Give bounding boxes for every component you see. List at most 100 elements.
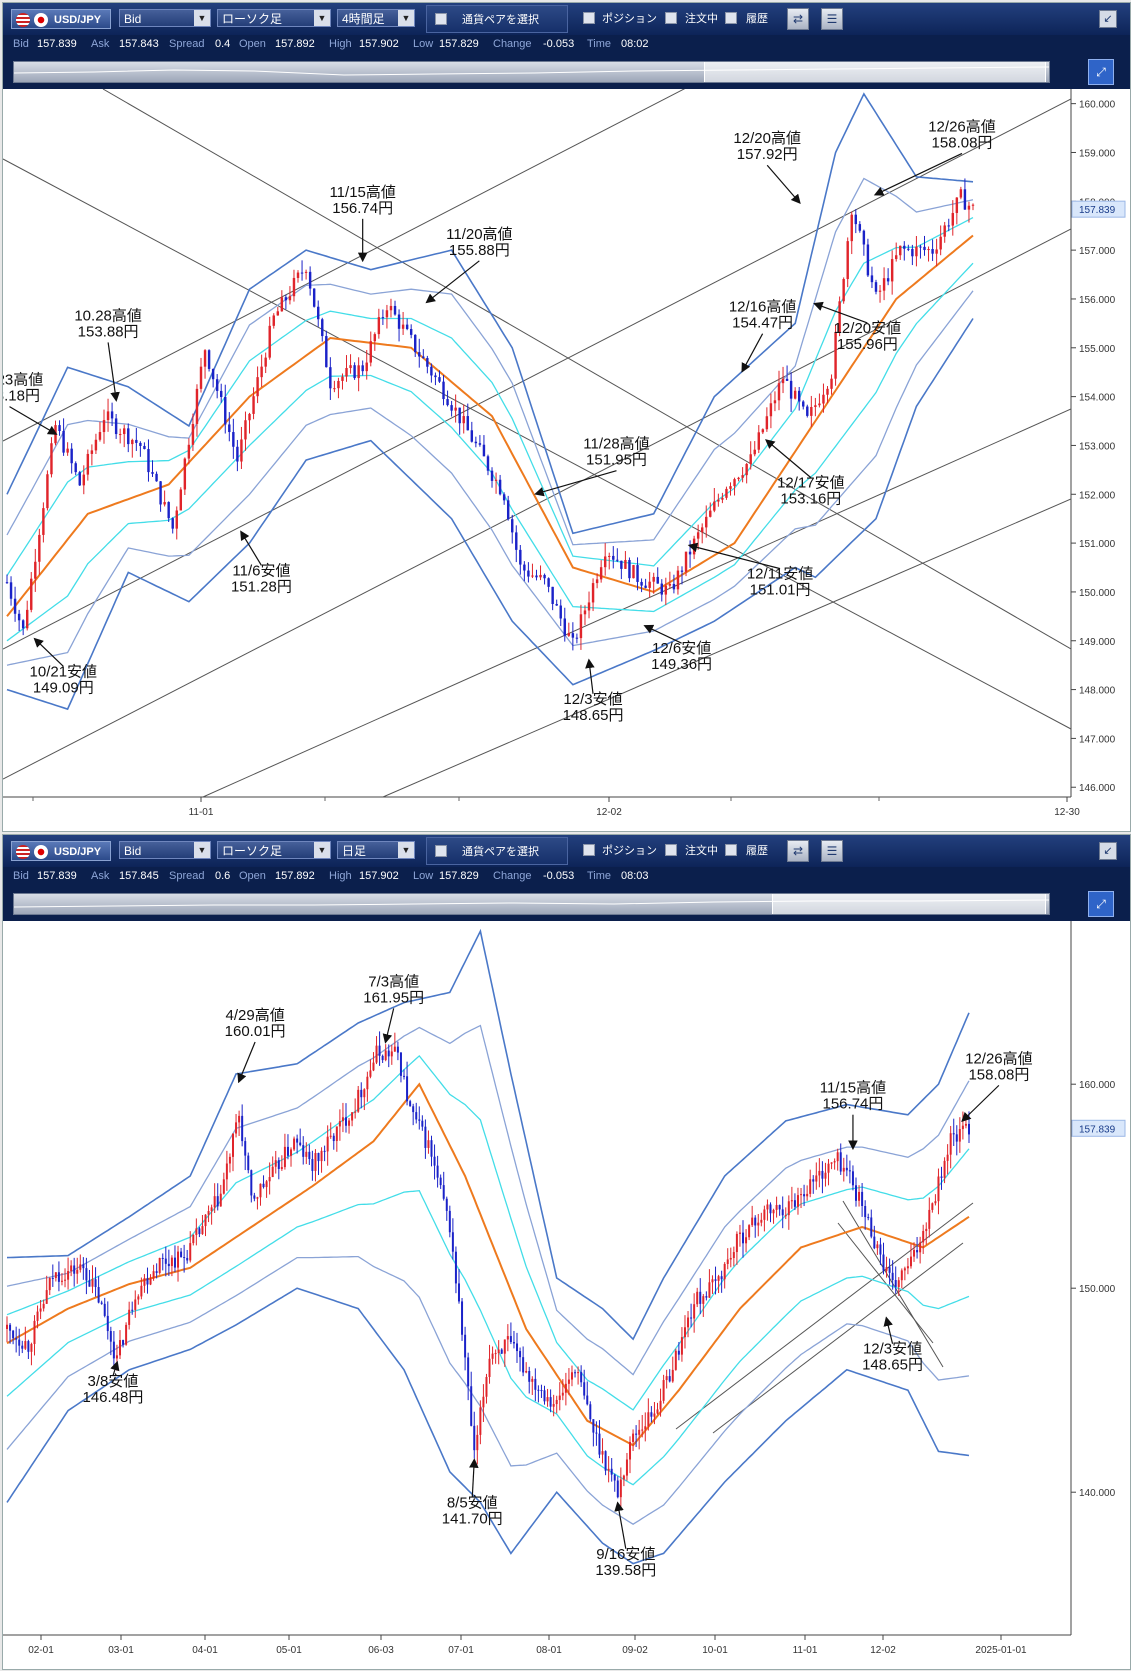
chart-settings-icon[interactable]: ⇄	[787, 840, 809, 862]
candle-body	[369, 1070, 372, 1077]
candle-body	[482, 1396, 485, 1408]
candle-body	[570, 1372, 573, 1380]
chart-style-select[interactable]: ローソク足 ▼	[217, 841, 331, 859]
candle-body	[192, 1234, 195, 1244]
candle-body	[644, 585, 647, 588]
candle-body	[353, 365, 356, 379]
history-checkbox[interactable]	[725, 12, 737, 24]
candle-body	[702, 1296, 705, 1304]
bollinger-1sigma-lower	[6, 1190, 970, 1486]
candle-body	[845, 1167, 848, 1171]
candle-body	[777, 383, 781, 401]
candle-body	[454, 1251, 457, 1284]
candle-body	[909, 1256, 912, 1267]
candle-body	[54, 1272, 57, 1279]
candle-body	[796, 1195, 799, 1207]
position-checkbox[interactable]	[583, 12, 595, 24]
candle-body	[858, 1191, 861, 1201]
candle-body	[937, 1176, 940, 1202]
pair-badge[interactable]: USD/JPY	[11, 9, 111, 29]
candle-body	[751, 1217, 754, 1226]
candle-body	[677, 1350, 680, 1355]
chart-panel-daily: USD/JPY Bid ▼ ローソク足 ▼ 日足 ▼ 通貨ペアを選択 ポジション 注文…	[2, 834, 1131, 1670]
timeframe-select[interactable]: 日足 ▼	[337, 841, 415, 859]
candle-body	[88, 1280, 91, 1287]
collapse-icon[interactable]: ↙	[1099, 842, 1117, 860]
history-checkbox[interactable]	[725, 844, 737, 856]
annotation-price-label: 151.01円	[750, 582, 811, 599]
candle-body	[939, 236, 942, 250]
candlestick-chart-4h[interactable]: 160.000159.000158.000157.000156.000155.0…	[3, 89, 1130, 831]
price-type-select[interactable]: Bid ▼	[119, 841, 211, 859]
timeframe-select[interactable]: 4時間足 ▼	[337, 9, 415, 27]
candle-body	[766, 1204, 769, 1210]
chart-style-select[interactable]: ローソク足 ▼	[217, 9, 331, 27]
navigator-track[interactable]	[13, 61, 1050, 83]
candle-body	[163, 502, 166, 505]
annotation-price-label: 151.28円	[231, 578, 292, 595]
candlestick-chart-daily[interactable]: 160.000 150.000 140.000 02-01 03-01 04-01 05-0…	[3, 921, 1130, 1669]
candle-body	[589, 1404, 592, 1420]
candle-body	[515, 532, 518, 550]
current-price-label: 157.839	[1079, 205, 1116, 216]
candle-body	[82, 474, 86, 486]
position-checkbox[interactable]	[583, 844, 595, 856]
candle-body	[822, 394, 825, 404]
pair-select-checkbox[interactable]	[435, 13, 447, 25]
time-tick-label: 11-01	[189, 807, 214, 818]
collapse-icon[interactable]: ↙	[1099, 10, 1117, 28]
price-tick-label: 149.000	[1079, 637, 1116, 648]
candle-body	[34, 561, 37, 579]
candle-body	[271, 1166, 274, 1178]
pair-select-checkbox[interactable]	[435, 845, 447, 857]
orders-checkbox[interactable]	[665, 12, 677, 24]
time-tick-label: 08-01	[536, 1645, 562, 1656]
navigator-range-handle[interactable]	[772, 894, 1046, 914]
candle-body	[277, 1160, 280, 1169]
orders-checkbox[interactable]	[665, 844, 677, 856]
list-icon[interactable]: ☰	[821, 8, 843, 30]
navigator-track[interactable]	[13, 893, 1050, 915]
annotation-price-label: 161.95円	[363, 989, 424, 1006]
navigator-range-handle[interactable]	[704, 62, 1046, 82]
price-tick-label: 160.000	[1079, 100, 1116, 111]
annotation-arrow	[240, 530, 262, 566]
candle-body	[478, 443, 482, 445]
candle-body	[955, 1134, 958, 1142]
candle-body	[802, 401, 805, 407]
candle-body	[445, 1198, 448, 1211]
candle-body	[610, 1468, 613, 1475]
pair-select-button[interactable]: 通貨ペアを選択	[426, 5, 568, 33]
candle-body	[490, 470, 494, 481]
navigator-bar: ⤢	[3, 887, 1130, 921]
candle-body	[238, 1115, 241, 1123]
candle-body	[262, 1183, 265, 1188]
candle-body	[705, 1296, 708, 1298]
annotation-date-label: 10/23高値	[3, 372, 43, 389]
candle-body	[491, 1353, 494, 1359]
candle-body	[656, 576, 659, 584]
pair-select-button[interactable]: 通貨ペアを選択	[426, 837, 568, 865]
price-type-select[interactable]: Bid ▼	[119, 9, 211, 27]
candle-body	[201, 1226, 204, 1235]
candle-body	[885, 1267, 888, 1271]
candle-body	[13, 598, 17, 614]
zoom-range-icon[interactable]: ⤢	[1088, 891, 1114, 917]
list-icon[interactable]: ☰	[821, 840, 843, 862]
annotation-price-label: 155.96円	[837, 336, 898, 353]
pair-badge[interactable]: USD/JPY	[11, 841, 111, 861]
chart-settings-icon[interactable]: ⇄	[787, 8, 809, 30]
time-value: 08:03	[621, 870, 649, 882]
candle-body	[177, 1251, 180, 1268]
trend-line	[102, 89, 1071, 650]
candle-body	[280, 1167, 283, 1169]
candle-body	[381, 317, 385, 319]
annotation-date-label: 9/16安値	[596, 1546, 655, 1563]
zoom-range-icon[interactable]: ⤢	[1088, 59, 1114, 85]
bollinger-3sigma-upper	[6, 928, 970, 1341]
time-tick-label: 05-01	[276, 1645, 302, 1656]
candle-body	[580, 1372, 583, 1383]
candle-body	[361, 365, 364, 372]
candle-body	[737, 477, 740, 480]
time-tick-label: 12-30	[1054, 807, 1080, 818]
